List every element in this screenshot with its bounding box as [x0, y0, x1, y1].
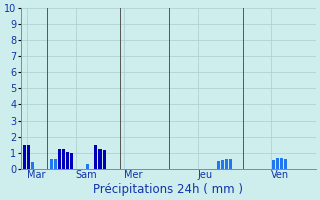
- Bar: [272, 160, 275, 169]
- Bar: [99, 149, 101, 169]
- Bar: [70, 153, 73, 169]
- Bar: [66, 152, 69, 169]
- Bar: [86, 164, 89, 169]
- Bar: [54, 159, 57, 169]
- Bar: [94, 145, 98, 169]
- Bar: [31, 162, 34, 169]
- Bar: [23, 145, 26, 169]
- Bar: [27, 145, 30, 169]
- Bar: [280, 158, 283, 169]
- Bar: [284, 159, 287, 169]
- Bar: [276, 158, 279, 169]
- Bar: [62, 149, 65, 169]
- Bar: [102, 150, 106, 169]
- Bar: [217, 161, 220, 169]
- Bar: [50, 159, 53, 169]
- Bar: [225, 159, 228, 169]
- Bar: [221, 160, 224, 169]
- Bar: [58, 149, 61, 169]
- Bar: [229, 159, 232, 169]
- X-axis label: Précipitations 24h ( mm ): Précipitations 24h ( mm ): [93, 183, 243, 196]
